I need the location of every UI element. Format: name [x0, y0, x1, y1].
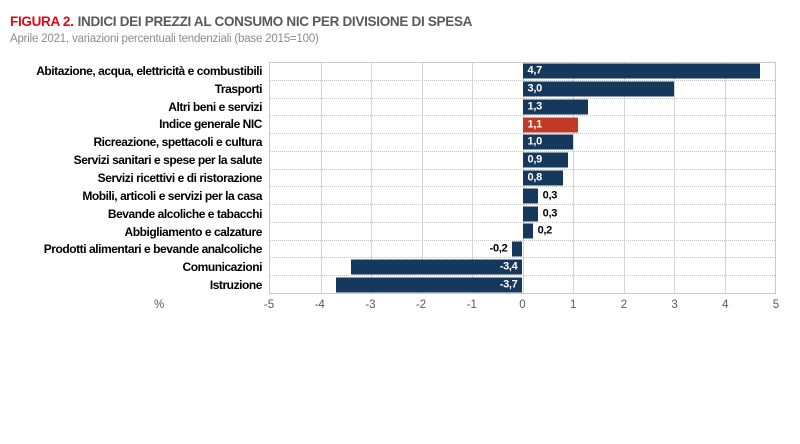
- title-text: INDICI DEI PREZZI AL CONSUMO NIC PER DIV…: [77, 14, 473, 29]
- category-label: Prodotti alimentari e bevande analcolich…: [43, 242, 263, 257]
- x-tick-label: 4: [722, 299, 729, 311]
- bar: [512, 241, 523, 257]
- bar-value-label: 0,9: [527, 153, 543, 166]
- category-label: Trasporti: [214, 81, 263, 96]
- category-label: Ricreazione, spettacoli e cultura: [93, 135, 262, 150]
- bar-row: 3,0: [270, 81, 775, 99]
- chart-header: FIGURA 2. INDICI DEI PREZZI AL CONSUMO NI…: [10, 14, 790, 45]
- bar-value-label: -3,4: [499, 260, 518, 273]
- bar-row: 0,3: [270, 187, 775, 206]
- bar: [335, 277, 523, 293]
- x-tick-label: -4: [314, 299, 325, 311]
- chart-subtitle: Aprile 2021, variazioni percentuali tend…: [10, 33, 319, 45]
- bar: [522, 81, 674, 97]
- category-label: Istruzione: [209, 278, 263, 293]
- bar-rows: 4,7 3,0 1,3 1,1 1,0 0,9 0,8 0,3 0,3 0,2 -0,2 -3,4 -3…: [270, 63, 775, 293]
- category-label: Servizi ricettivi e di ristorazione: [97, 170, 263, 185]
- x-tick-label: -2: [415, 299, 427, 311]
- x-tick-label: -3: [365, 299, 376, 311]
- gridline-vertical: [573, 63, 574, 293]
- category-label: Servizi sanitari e spese per la salute: [73, 153, 263, 168]
- gridline-vertical: [371, 63, 372, 293]
- bar-value-label: 0,3: [542, 189, 558, 202]
- category-label: Indice generale NIC: [159, 117, 262, 132]
- bar: [522, 170, 563, 186]
- bar-row: 1,1: [270, 116, 775, 135]
- gridline-vertical: [674, 63, 675, 293]
- bar-value-label: 0,8: [527, 171, 543, 184]
- category-label: Abbigliamento e calzature: [124, 224, 263, 239]
- x-tick-label: 0: [519, 299, 526, 311]
- figure-label: FIGURA 2.: [10, 14, 74, 29]
- bar-value-label: 0,3: [542, 207, 558, 219]
- bar-row: 0,8: [270, 170, 775, 188]
- chart-title: FIGURA 2. INDICI DEI PREZZI AL CONSUMO NI…: [10, 14, 790, 29]
- bar-row: -3,7: [270, 276, 775, 293]
- bar-row: 0,3: [270, 205, 775, 223]
- x-tick-label: 2: [620, 299, 628, 311]
- bar: [522, 63, 760, 79]
- gridline-vertical: [472, 63, 473, 293]
- bar-value-label: 3,0: [527, 82, 543, 95]
- bar-value-label: 1,0: [527, 135, 543, 148]
- bar-row: 4,7: [270, 63, 775, 81]
- bar-row: 1,3: [270, 99, 775, 117]
- bar: [522, 99, 589, 115]
- x-tick-label: -5: [263, 299, 275, 311]
- bar-highlight: [522, 117, 579, 133]
- bar: [522, 134, 573, 150]
- bar: [522, 206, 538, 221]
- x-axis-unit-label: %: [154, 299, 165, 311]
- category-label: Bevande alcoliche e tabacchi: [107, 206, 263, 221]
- x-tick-label: -1: [466, 299, 477, 311]
- bar-row: -3,4: [270, 258, 775, 277]
- bar-value-label: 0,2: [537, 224, 553, 237]
- x-tick-label: 5: [772, 299, 780, 311]
- bar: [522, 223, 533, 239]
- bar-chart: Abitazione, acqua, elettricità e combust…: [8, 62, 792, 314]
- bar-value-label: -0,2: [489, 242, 508, 255]
- category-label: Abitazione, acqua, elettricità e combust…: [36, 63, 262, 78]
- bar-value-label: -3,7: [499, 278, 518, 291]
- bar-value-label: 4,7: [527, 64, 543, 77]
- x-tick-label: 1: [569, 299, 577, 311]
- bar-value-label: 1,3: [527, 100, 543, 113]
- bar-row: -0,2: [270, 241, 775, 259]
- bar-value-label: 1,1: [527, 118, 543, 131]
- category-label: Altri beni e servizi: [168, 99, 262, 114]
- gridline-vertical: [623, 63, 625, 293]
- gridline-vertical: [724, 63, 726, 293]
- bar-row: 1,0: [270, 134, 775, 152]
- bar: [522, 188, 538, 204]
- plot-area: 4,7 3,0 1,3 1,1 1,0 0,9 0,8 0,3 0,3 0,2 -0,2 -3,4 -3…: [269, 62, 776, 294]
- category-label: Mobili, articoli e servizi per la casa: [82, 188, 262, 203]
- category-labels: Abitazione, acqua, elettricità e combust…: [8, 62, 262, 294]
- gridline-vertical: [320, 63, 322, 293]
- bar-row: 0,9: [270, 152, 775, 170]
- x-tick-label: 3: [671, 299, 678, 311]
- bar-row: 0,2: [270, 223, 775, 241]
- gridline-vertical: [421, 63, 423, 293]
- bar: [350, 259, 523, 275]
- category-label: Comunicazioni: [182, 260, 263, 275]
- bar: [522, 152, 568, 168]
- x-axis: -5 -4 -3 -2 -1 0 1 2 3 4 5: [264, 298, 780, 314]
